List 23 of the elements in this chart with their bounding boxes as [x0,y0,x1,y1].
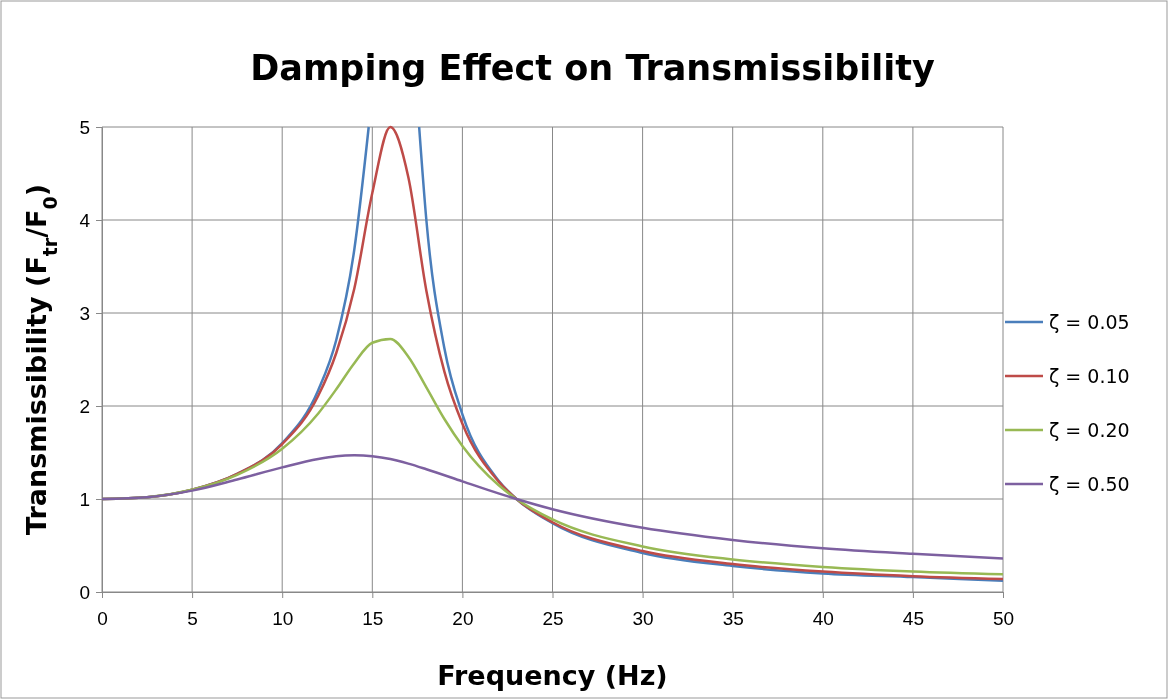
x-tick-label: 15 [362,608,384,630]
legend-label: ζ = 0.05 [1049,311,1130,333]
y-tick-label: 4 [79,209,91,231]
x-tick-label: 35 [722,608,744,630]
x-tick-label: 50 [992,608,1015,630]
x-tick-label: 45 [902,608,924,630]
y-tick-label: 1 [79,488,90,510]
legend-label: ζ = 0.20 [1049,419,1130,441]
x-tick-label: 25 [542,608,564,630]
y-tick-label: 0 [79,581,90,603]
x-tick-label: 40 [812,608,834,630]
x-tick-label: 20 [452,608,474,630]
x-tick-label: 0 [97,608,108,630]
legend-label: ζ = 0.10 [1049,365,1130,387]
legend-label: ζ = 0.50 [1049,473,1130,495]
x-tick-label: 5 [187,608,198,630]
y-tick-label: 5 [79,116,90,138]
x-tick-label: 10 [272,608,294,630]
chart-title: Damping Effect on Transmissibility [250,48,935,88]
x-axis-title: Frequency (Hz) [437,660,668,691]
y-tick-label: 3 [79,302,90,324]
y-tick-label: 2 [79,395,90,417]
x-tick-label: 30 [632,608,654,630]
